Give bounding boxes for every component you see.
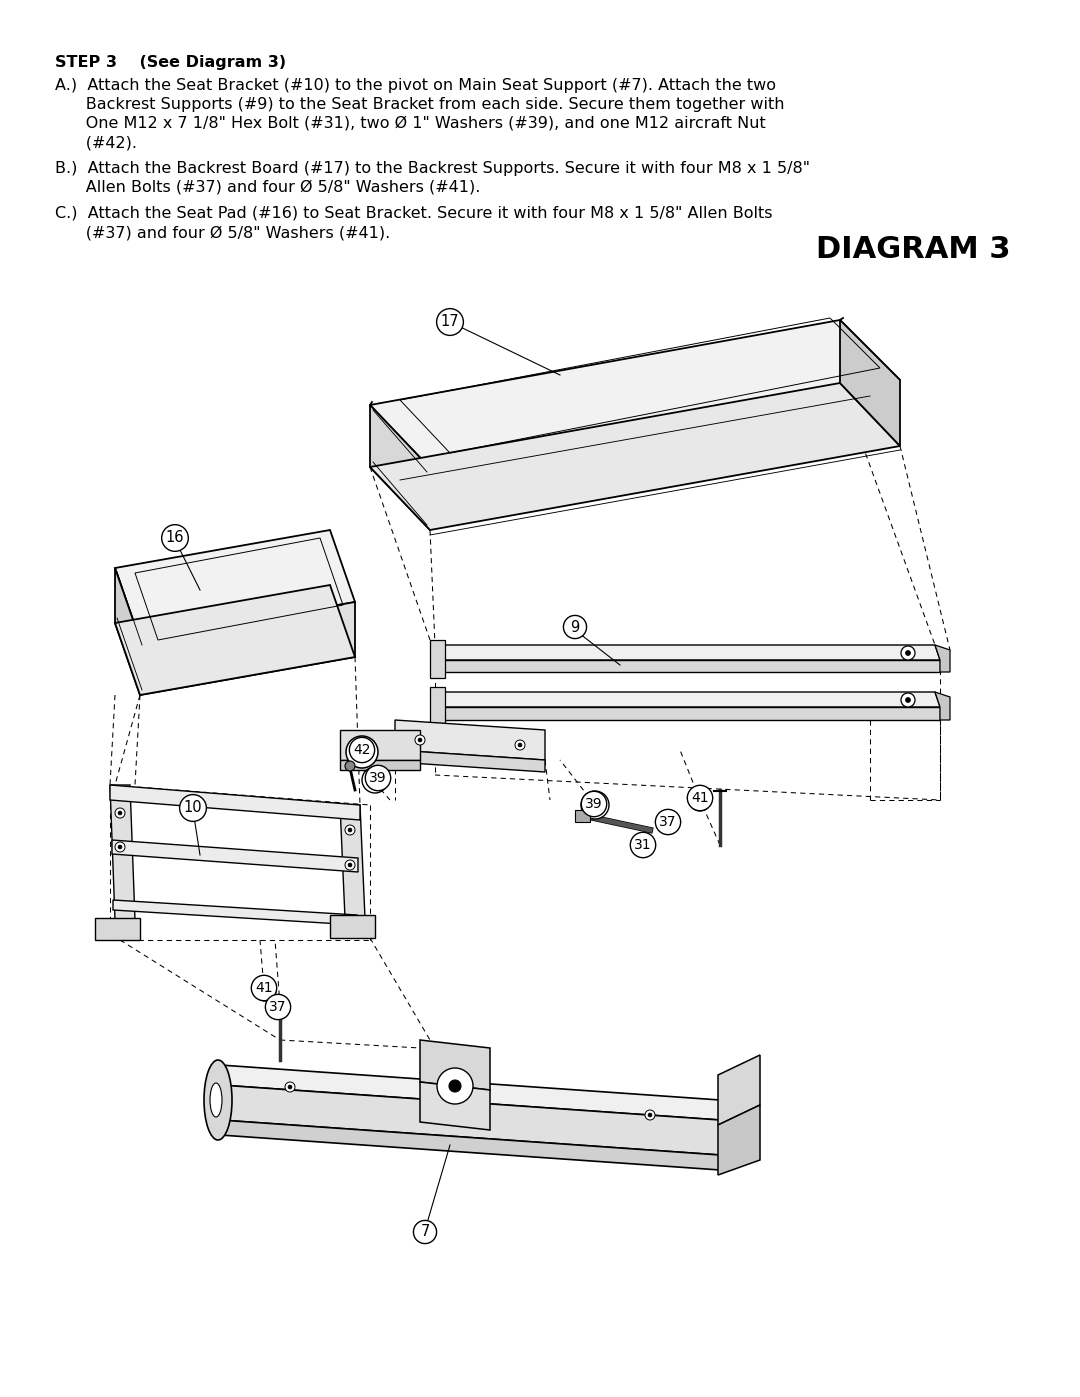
Circle shape	[288, 1085, 292, 1090]
Polygon shape	[113, 900, 357, 925]
Ellipse shape	[210, 1083, 222, 1118]
Circle shape	[901, 693, 915, 707]
Text: 37: 37	[659, 814, 677, 828]
Circle shape	[590, 800, 600, 810]
Polygon shape	[340, 731, 420, 760]
Circle shape	[254, 979, 276, 1002]
Text: C.)  Attach the Seat Pad (#16) to Seat Bracket. Secure it with four M8 x 1 5/8" : C.) Attach the Seat Pad (#16) to Seat Br…	[55, 205, 772, 221]
Circle shape	[415, 735, 426, 745]
Circle shape	[696, 796, 704, 805]
Text: DIAGRAM 3: DIAGRAM 3	[815, 235, 1010, 264]
Circle shape	[581, 791, 609, 819]
Text: Allen Bolts (#37) and four Ø 5/8" Washers (#41).: Allen Bolts (#37) and four Ø 5/8" Washer…	[55, 180, 481, 196]
Polygon shape	[340, 805, 365, 918]
Text: 39: 39	[585, 798, 603, 812]
Circle shape	[346, 736, 378, 768]
Circle shape	[354, 745, 370, 760]
Text: Backrest Supports (#9) to the Seat Bracket from each side. Secure them together : Backrest Supports (#9) to the Seat Brack…	[55, 96, 784, 112]
Text: 37: 37	[269, 1000, 287, 1014]
Polygon shape	[220, 1085, 720, 1155]
Circle shape	[901, 645, 915, 659]
Circle shape	[905, 697, 910, 703]
Polygon shape	[110, 785, 360, 820]
Polygon shape	[435, 707, 940, 719]
Circle shape	[515, 740, 525, 750]
Polygon shape	[395, 750, 545, 773]
Circle shape	[905, 651, 910, 655]
Polygon shape	[435, 645, 940, 659]
Text: 31: 31	[634, 838, 652, 852]
Text: 9: 9	[570, 619, 580, 634]
Circle shape	[118, 845, 122, 849]
Ellipse shape	[204, 1060, 232, 1140]
Text: 41: 41	[255, 981, 273, 995]
Circle shape	[518, 743, 522, 747]
Text: 42: 42	[353, 743, 370, 757]
Text: 10: 10	[184, 800, 202, 816]
Polygon shape	[114, 529, 355, 640]
Polygon shape	[430, 640, 445, 678]
Polygon shape	[114, 569, 140, 694]
Text: 39: 39	[369, 771, 387, 785]
Text: (#37) and four Ø 5/8" Washers (#41).: (#37) and four Ø 5/8" Washers (#41).	[55, 225, 390, 240]
Polygon shape	[95, 918, 140, 940]
Circle shape	[645, 1111, 654, 1120]
Circle shape	[118, 812, 122, 814]
Circle shape	[437, 1067, 473, 1104]
Text: B.)  Attach the Backrest Board (#17) to the Backrest Supports. Secure it with fo: B.) Attach the Backrest Board (#17) to t…	[55, 161, 810, 176]
Polygon shape	[340, 760, 420, 770]
Polygon shape	[114, 585, 355, 694]
Polygon shape	[840, 320, 900, 446]
Text: 16: 16	[165, 531, 185, 545]
Polygon shape	[220, 1065, 720, 1120]
Text: 17: 17	[441, 314, 459, 330]
Circle shape	[648, 1113, 652, 1118]
Polygon shape	[420, 1039, 490, 1090]
Polygon shape	[140, 602, 355, 694]
Polygon shape	[718, 1105, 760, 1175]
Circle shape	[261, 986, 269, 995]
Polygon shape	[935, 692, 950, 719]
Polygon shape	[330, 915, 375, 937]
Circle shape	[362, 767, 388, 793]
Polygon shape	[575, 810, 590, 821]
Polygon shape	[935, 645, 950, 672]
Polygon shape	[718, 1055, 760, 1125]
Polygon shape	[430, 687, 445, 725]
Circle shape	[418, 738, 422, 742]
Polygon shape	[110, 785, 135, 921]
Circle shape	[345, 861, 355, 870]
Circle shape	[689, 789, 711, 812]
Circle shape	[449, 1080, 461, 1092]
Polygon shape	[435, 692, 940, 707]
Text: One M12 x 7 1/8" Hex Bolt (#31), two Ø 1" Washers (#39), and one M12 aircraft Nu: One M12 x 7 1/8" Hex Bolt (#31), two Ø 1…	[55, 116, 766, 131]
Circle shape	[114, 842, 125, 852]
Polygon shape	[370, 405, 430, 529]
Polygon shape	[435, 659, 940, 672]
Circle shape	[285, 1083, 295, 1092]
Circle shape	[345, 826, 355, 835]
Circle shape	[345, 761, 355, 771]
Circle shape	[370, 775, 380, 785]
Text: (#42).: (#42).	[55, 136, 137, 149]
Polygon shape	[420, 1083, 490, 1130]
Circle shape	[348, 863, 352, 868]
Polygon shape	[370, 320, 900, 468]
Text: STEP 3    (See Diagram 3): STEP 3 (See Diagram 3)	[55, 54, 286, 70]
Circle shape	[114, 807, 125, 819]
Polygon shape	[395, 719, 545, 760]
Text: A.)  Attach the Seat Bracket (#10) to the pivot on Main Seat Support (#7). Attac: A.) Attach the Seat Bracket (#10) to the…	[55, 78, 777, 94]
Text: 41: 41	[691, 791, 708, 805]
Polygon shape	[220, 1120, 720, 1171]
Polygon shape	[370, 383, 900, 529]
Text: 7: 7	[420, 1225, 430, 1239]
Polygon shape	[112, 840, 357, 872]
Circle shape	[348, 828, 352, 833]
